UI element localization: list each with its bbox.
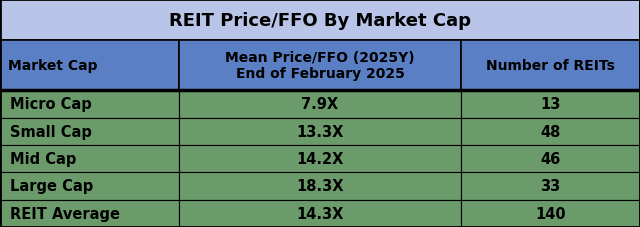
FancyBboxPatch shape bbox=[179, 145, 461, 173]
FancyBboxPatch shape bbox=[0, 145, 179, 173]
Text: 14.3X: 14.3X bbox=[296, 206, 344, 221]
Text: 140: 140 bbox=[535, 206, 566, 221]
Text: 13.3X: 13.3X bbox=[296, 124, 344, 139]
Text: Large Cap: Large Cap bbox=[10, 179, 93, 194]
FancyBboxPatch shape bbox=[179, 118, 461, 145]
FancyBboxPatch shape bbox=[0, 91, 179, 118]
Text: 13: 13 bbox=[540, 97, 561, 112]
Text: 46: 46 bbox=[540, 151, 561, 166]
FancyBboxPatch shape bbox=[461, 118, 640, 145]
FancyBboxPatch shape bbox=[461, 200, 640, 227]
FancyBboxPatch shape bbox=[0, 0, 640, 41]
Text: 14.2X: 14.2X bbox=[296, 151, 344, 166]
Text: Number of REITs: Number of REITs bbox=[486, 59, 615, 73]
Text: 7.9X: 7.9X bbox=[301, 97, 339, 112]
Text: Micro Cap: Micro Cap bbox=[10, 97, 92, 112]
Text: 18.3X: 18.3X bbox=[296, 179, 344, 194]
Text: Market Cap: Market Cap bbox=[8, 59, 97, 73]
Text: REIT Price/FFO By Market Cap: REIT Price/FFO By Market Cap bbox=[169, 12, 471, 29]
FancyBboxPatch shape bbox=[179, 91, 461, 118]
FancyBboxPatch shape bbox=[461, 41, 640, 91]
FancyBboxPatch shape bbox=[0, 118, 179, 145]
Text: 48: 48 bbox=[540, 124, 561, 139]
FancyBboxPatch shape bbox=[179, 173, 461, 200]
FancyBboxPatch shape bbox=[461, 173, 640, 200]
Text: REIT Average: REIT Average bbox=[10, 206, 120, 221]
FancyBboxPatch shape bbox=[461, 91, 640, 118]
Text: Small Cap: Small Cap bbox=[10, 124, 92, 139]
Text: 33: 33 bbox=[540, 179, 561, 194]
FancyBboxPatch shape bbox=[179, 41, 461, 91]
FancyBboxPatch shape bbox=[0, 173, 179, 200]
Text: Mean Price/FFO (2025Y)
End of February 2025: Mean Price/FFO (2025Y) End of February 2… bbox=[225, 51, 415, 81]
FancyBboxPatch shape bbox=[461, 145, 640, 173]
FancyBboxPatch shape bbox=[0, 41, 179, 91]
Text: Mid Cap: Mid Cap bbox=[10, 151, 76, 166]
FancyBboxPatch shape bbox=[0, 200, 179, 227]
FancyBboxPatch shape bbox=[179, 200, 461, 227]
